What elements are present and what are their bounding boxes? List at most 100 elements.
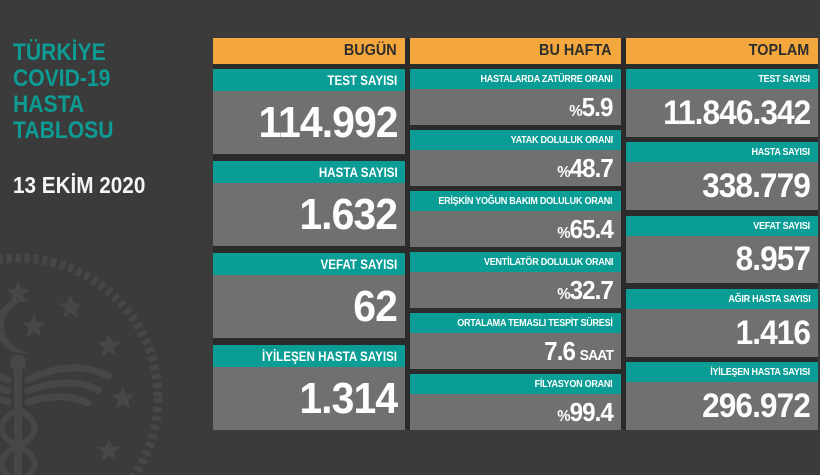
stat-label: VEFAT SAYISI bbox=[320, 256, 398, 272]
stat-card-yogun-bakim-doluluk: ERİŞKİN YOĞUN BAKIM DOLULUK ORANI %65.4 bbox=[410, 190, 621, 248]
stat-value-box: 8.957 bbox=[625, 235, 818, 284]
page-title-line-2: COVID-19 bbox=[13, 65, 111, 92]
stat-card-ventilator-doluluk: VENTİLATÖR DOLULUK ORANI %32.7 bbox=[410, 251, 621, 309]
stat-value-box: 1.632 bbox=[213, 183, 406, 246]
stat-label-bar: HASTA SAYISI bbox=[625, 142, 818, 163]
stat-label: İYİLEŞEN HASTA SAYISI bbox=[710, 366, 810, 379]
stat-label: TEST SAYISI bbox=[327, 72, 398, 88]
stat-label-bar: İYİLEŞEN HASTA SAYISI bbox=[625, 362, 818, 383]
stat-label: VENTİLATÖR DOLULUK ORANI bbox=[483, 255, 613, 268]
stat-card-vefat-sayisi-toplam: VEFAT SAYISI 8.957 bbox=[625, 215, 818, 284]
stat-value-box: 1.314 bbox=[213, 367, 406, 430]
stat-card-agir-hasta-sayisi: AĞIR HASTA SAYISI 1.416 bbox=[625, 288, 818, 357]
stat-value: 338.779 bbox=[702, 167, 811, 206]
stat-value: 48.7 bbox=[569, 153, 613, 184]
column-header-bugun: BUGÜN bbox=[213, 38, 406, 64]
stat-label-bar: TEST SAYISI bbox=[213, 69, 406, 91]
stat-value: 1.632 bbox=[299, 189, 399, 239]
column-cards: TEST SAYISI 11.846.342 HASTA SAYISI 338.… bbox=[625, 69, 818, 430]
stat-value-box: %5.9 bbox=[410, 89, 621, 126]
stat-value: 1.416 bbox=[735, 313, 811, 352]
stat-card-iyilesen-hasta-toplam: İYİLEŞEN HASTA SAYISI 296.972 bbox=[625, 362, 818, 430]
stat-value-box: 7.6 SAAT bbox=[410, 332, 621, 370]
stat-label-bar: ERİŞKİN YOĞUN BAKIM DOLULUK ORANI bbox=[410, 190, 621, 211]
ministry-of-health-emblem-icon bbox=[0, 253, 163, 475]
column-cards: HASTALARDA ZATÜRRE ORANI %5.9 YATAK DOLU… bbox=[410, 69, 621, 431]
stat-value-box: %65.4 bbox=[410, 210, 621, 248]
stat-label-bar: VEFAT SAYISI bbox=[213, 253, 406, 275]
stat-card-iyilesen-hasta-bugun: İYİLEŞEN HASTA SAYISI 1.314 bbox=[213, 345, 406, 430]
stat-value-prefix: % bbox=[556, 163, 570, 182]
column-bu-hafta: BU HAFTA HASTALARDA ZATÜRRE ORANI %5.9 Y… bbox=[410, 38, 621, 431]
stat-card-test-sayisi-bugun: TEST SAYISI 114.992 bbox=[213, 69, 406, 154]
stat-label: HASTA SAYISI bbox=[318, 164, 398, 180]
stat-value-box: 338.779 bbox=[625, 162, 818, 211]
stat-label: FİLYASYON ORANI bbox=[534, 377, 613, 390]
column-header-label: BUGÜN bbox=[343, 42, 397, 59]
stat-label-bar: HASTALARDA ZATÜRRE ORANI bbox=[410, 69, 621, 89]
stat-value-box: %48.7 bbox=[410, 149, 621, 187]
stat-value-box: 114.992 bbox=[213, 91, 406, 154]
stat-label-bar: VEFAT SAYISI bbox=[625, 215, 818, 236]
stat-value: 11.846.342 bbox=[662, 93, 811, 132]
stat-card-filyasyon-orani: FİLYASYON ORANI %99.4 bbox=[410, 373, 621, 431]
stat-label: TEST SAYISI bbox=[758, 73, 810, 85]
stat-value-prefix: % bbox=[556, 224, 570, 243]
stat-value: 296.972 bbox=[702, 387, 811, 426]
stat-label: HASTA SAYISI bbox=[751, 146, 811, 159]
stat-label-bar: İYİLEŞEN HASTA SAYISI bbox=[213, 345, 406, 367]
column-cards: TEST SAYISI 114.992 HASTA SAYISI 1.632 V… bbox=[213, 69, 406, 430]
column-header-label: BU HAFTA bbox=[539, 42, 612, 59]
column-toplam: TOPLAM TEST SAYISI 11.846.342 HASTA SAYI… bbox=[625, 38, 818, 430]
stat-value: 114.992 bbox=[258, 97, 398, 147]
stat-value-prefix: % bbox=[569, 102, 582, 121]
stat-card-yatak-doluluk: YATAK DOLULUK ORANI %48.7 bbox=[410, 129, 621, 187]
stat-value-prefix: % bbox=[556, 284, 570, 303]
stat-value: 65.4 bbox=[569, 214, 613, 245]
stat-label: HASTALARDA ZATÜRRE ORANI bbox=[480, 73, 613, 85]
stat-card-vefat-sayisi-bugun: VEFAT SAYISI 62 bbox=[213, 253, 406, 338]
column-header-bu-hafta: BU HAFTA bbox=[410, 38, 621, 64]
report-date: 13 EKİM 2020 bbox=[13, 172, 146, 198]
stat-label: VEFAT SAYISI bbox=[753, 219, 810, 232]
stat-label: ERİŞKİN YOĞUN BAKIM DOLULUK ORANI bbox=[438, 194, 613, 207]
sidebar: TÜRKİYE COVID-19 HASTA TABLOSU 13 EKİM 2… bbox=[13, 40, 209, 199]
stat-label-bar: ORTALAMA TEMASLI TESPİT SÜRESİ bbox=[410, 312, 621, 333]
stat-label-bar: FİLYASYON ORANI bbox=[410, 373, 621, 394]
stat-value: 32.7 bbox=[569, 274, 613, 305]
stat-card-hasta-sayisi-toplam: HASTA SAYISI 338.779 bbox=[625, 142, 818, 211]
stat-value: 99.4 bbox=[569, 396, 613, 427]
stat-value-box: %99.4 bbox=[410, 393, 621, 431]
stat-card-temasli-tespit-suresi: ORTALAMA TEMASLI TESPİT SÜRESİ 7.6 SAAT bbox=[410, 312, 621, 370]
stat-value: 62 bbox=[353, 281, 399, 331]
stat-value-suffix: SAAT bbox=[579, 346, 613, 364]
stat-label-bar: HASTA SAYISI bbox=[213, 161, 406, 183]
stat-label: ORTALAMA TEMASLI TESPİT SÜRESİ bbox=[457, 316, 613, 329]
stat-card-hasta-sayisi-bugun: HASTA SAYISI 1.632 bbox=[213, 161, 406, 246]
stat-value-box: 296.972 bbox=[625, 382, 818, 430]
stat-value-box: 11.846.342 bbox=[625, 89, 818, 137]
stat-label-bar: VENTİLATÖR DOLULUK ORANI bbox=[410, 251, 621, 272]
stat-value-prefix: % bbox=[556, 406, 570, 425]
stat-value: 5.9 bbox=[581, 92, 614, 123]
stat-label-bar: TEST SAYISI bbox=[625, 69, 818, 89]
page-title-line-3: HASTA bbox=[13, 91, 85, 118]
column-header-label: TOPLAM bbox=[748, 42, 809, 59]
stat-value-box: 62 bbox=[213, 275, 406, 338]
stat-card-test-sayisi-toplam: TEST SAYISI 11.846.342 bbox=[625, 69, 818, 137]
stat-value-box: %32.7 bbox=[410, 271, 621, 309]
stat-label-bar: YATAK DOLULUK ORANI bbox=[410, 129, 621, 150]
stats-grid: BUGÜN TEST SAYISI 114.992 HASTA SAYISI 1… bbox=[213, 38, 818, 431]
stat-value-box: 1.416 bbox=[625, 308, 818, 357]
page-title-line-4: TABLOSU bbox=[13, 117, 114, 144]
stat-card-zaturre-orani: HASTALARDA ZATÜRRE ORANI %5.9 bbox=[410, 69, 621, 126]
emblem-rope-ring bbox=[0, 253, 163, 475]
stat-value: 7.6 bbox=[543, 335, 576, 366]
stat-label: İYİLEŞEN HASTA SAYISI bbox=[262, 348, 398, 364]
column-bugun: BUGÜN TEST SAYISI 114.992 HASTA SAYISI 1… bbox=[213, 38, 406, 430]
stat-value: 1.314 bbox=[299, 373, 399, 423]
stat-value: 8.957 bbox=[735, 240, 811, 279]
caduceus-icon bbox=[0, 299, 112, 475]
page-title-line-1: TÜRKİYE bbox=[13, 39, 106, 66]
